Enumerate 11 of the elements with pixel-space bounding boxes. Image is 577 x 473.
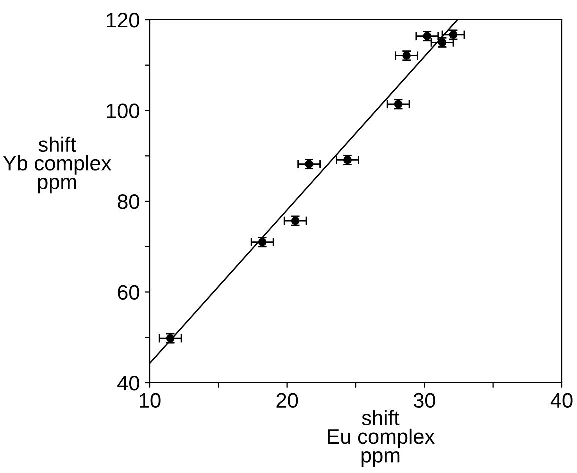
x-tick-label: 40 (550, 393, 573, 408)
y-axis-title: shift Yb complex ppm (3, 136, 112, 194)
x-tick-label: 20 (276, 393, 298, 408)
y-tick-label: 60 (118, 285, 140, 300)
y-tick-label: 120 (107, 13, 140, 28)
x-tick-label: 10 (140, 393, 161, 408)
x-axis-title: shift Eu complex ppm (328, 410, 435, 467)
y-tick-label: 40 (118, 376, 140, 391)
y-tick-label: 80 (118, 194, 140, 210)
y-tick-label: 100 (107, 104, 140, 119)
x-tick-label: 30 (414, 393, 436, 408)
